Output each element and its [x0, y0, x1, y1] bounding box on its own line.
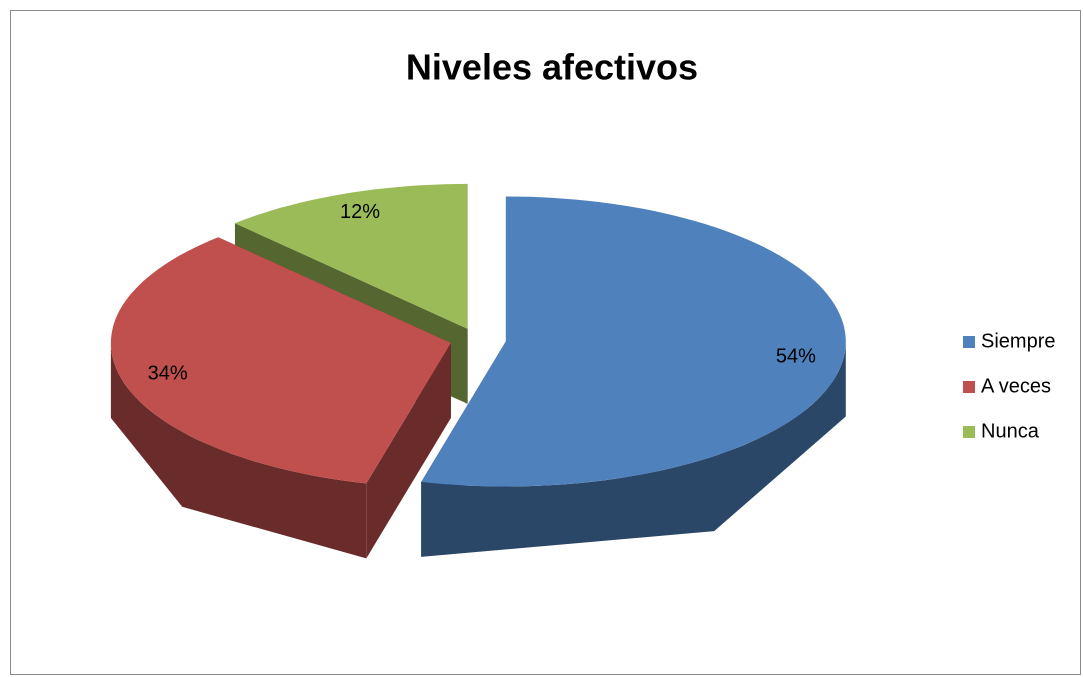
chart-title: Niveles afectivos [406, 47, 698, 88]
slice [110, 237, 451, 484]
data-label: 54% [776, 345, 816, 367]
slice [234, 183, 468, 329]
slice-side [110, 343, 367, 559]
data-label: 12% [340, 201, 380, 223]
legend-swatch [963, 381, 975, 393]
data-label: 34% [148, 362, 188, 384]
legend-swatch [963, 336, 975, 348]
legend-swatch [963, 426, 975, 438]
legend-label: A veces [981, 375, 1051, 397]
slice [421, 196, 846, 487]
legend-label: Siempre [981, 330, 1055, 352]
legend-label: Nunca [981, 420, 1040, 442]
slice-side [421, 341, 846, 557]
